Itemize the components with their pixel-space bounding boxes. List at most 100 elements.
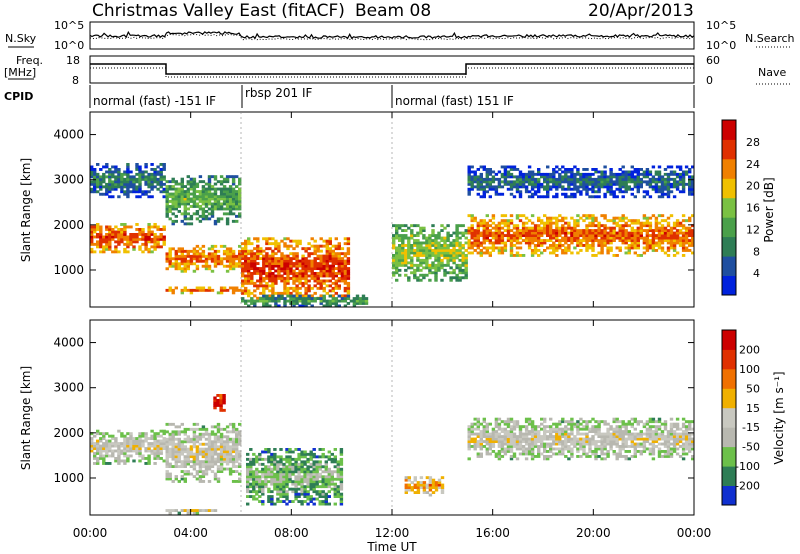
- heatmap-cell: [322, 244, 326, 248]
- heatmap-cell: [570, 195, 574, 199]
- heatmap-cell: [231, 200, 236, 203]
- heatmap-cell: [437, 486, 442, 489]
- heatmap-cell: [561, 244, 565, 247]
- heatmap-cell: [419, 231, 423, 235]
- heatmap-cell: [503, 432, 508, 436]
- heatmap-cell: [96, 163, 100, 166]
- heatmap-cell: [177, 440, 181, 444]
- heatmap-cell: [238, 202, 242, 206]
- heatmap-cell: [135, 237, 139, 241]
- heatmap-cell: [261, 490, 265, 494]
- heatmap-cell: [238, 442, 242, 446]
- heatmap-cell: [570, 226, 574, 230]
- heatmap-cell: [485, 185, 489, 189]
- heatmap-cell: [261, 480, 265, 484]
- heatmap-cell: [126, 185, 130, 189]
- heatmap-cell: [129, 170, 133, 174]
- heatmap-cell: [253, 264, 257, 268]
- heatmap-cell: [286, 247, 290, 251]
- heatmap-cell: [533, 249, 538, 252]
- heatmap-cell: [186, 440, 190, 444]
- heatmap-cell: [410, 229, 414, 232]
- heatmap-cell: [135, 223, 139, 226]
- heatmap-cell: [198, 450, 203, 454]
- heatmap-cell: [315, 477, 319, 481]
- heatmap-cell: [567, 170, 571, 174]
- heatmap-cell: [96, 240, 100, 244]
- heatmap-cell: [675, 219, 680, 223]
- heatmap-cell: [449, 276, 453, 280]
- heatmap-cell: [588, 221, 592, 225]
- heatmap-cell: [425, 256, 429, 260]
- heatmap-cell: [292, 304, 296, 308]
- heatmap-cell: [126, 168, 130, 171]
- heatmap-cell: [543, 417, 547, 421]
- heatmap-cell: [500, 430, 505, 433]
- heatmap-cell: [303, 460, 307, 464]
- heatmap-cell: [567, 195, 571, 199]
- heatmap-cell: [312, 497, 316, 501]
- heatmap-cell: [153, 434, 157, 438]
- heatmap-cell: [210, 470, 215, 473]
- power-ylabel: Slant Range [km]: [19, 158, 33, 262]
- heatmap-cell: [530, 427, 535, 431]
- heatmap-cell: [434, 488, 439, 492]
- heatmap-cell: [476, 175, 480, 179]
- heatmap-cell: [244, 252, 248, 256]
- heatmap-cell: [195, 470, 200, 473]
- heatmap-cell: [533, 435, 538, 438]
- heatmap-cell: [171, 205, 175, 208]
- heatmap-cell: [204, 205, 209, 208]
- heatmap-cell: [117, 442, 121, 445]
- heatmap-cell: [201, 455, 206, 459]
- heatmap-cell: [546, 216, 550, 220]
- heatmap-cell: [252, 470, 256, 474]
- heatmap-cell: [165, 207, 169, 211]
- heatmap-cell: [527, 246, 532, 250]
- heatmap-cell: [675, 236, 680, 240]
- heatmap-cell: [506, 422, 511, 426]
- heatmap-cell: [262, 286, 266, 290]
- heatmap-cell: [105, 190, 109, 194]
- heatmap-cell: [307, 274, 311, 278]
- heatmap-cell: [627, 244, 631, 247]
- heatmap-cell: [688, 241, 692, 245]
- heatmap-cell: [558, 234, 562, 237]
- heatmap-cell: [443, 254, 447, 257]
- heatmap-cell: [129, 237, 133, 241]
- heatmap-cell: [304, 304, 308, 308]
- heatmap-cell: [129, 177, 133, 181]
- heatmap-cell: [153, 168, 157, 171]
- heatmap-cell: [267, 480, 271, 484]
- heatmap-cell: [404, 268, 408, 272]
- heatmap-cell: [585, 244, 589, 247]
- heatmap-cell: [291, 472, 295, 476]
- heatmap-cell: [488, 254, 492, 257]
- heatmap-cell: [606, 175, 610, 179]
- heatmap-cell: [470, 234, 474, 237]
- heatmap-cell: [467, 442, 471, 446]
- heatmap-cell: [288, 457, 292, 461]
- heatmap-cell: [247, 259, 251, 263]
- heatmap-cell: [207, 195, 212, 198]
- heatmap-cell: [582, 234, 586, 237]
- heatmap-cell: [292, 252, 296, 256]
- heatmap-cell: [603, 165, 607, 169]
- heatmap-cell: [669, 244, 674, 247]
- heatmap-cell: [582, 239, 586, 242]
- heatmap-cell: [606, 219, 610, 223]
- heatmap-cell: [458, 251, 462, 255]
- heatmap-cell: [204, 264, 209, 268]
- heatmap-cell: [228, 447, 233, 451]
- heatmap-cell: [246, 485, 250, 489]
- heatmap-cell: [316, 249, 320, 253]
- heatmap-cell: [201, 425, 206, 429]
- heatmap-cell: [111, 165, 115, 169]
- heatmap-cell: [585, 172, 589, 176]
- heatmap-cell: [422, 261, 426, 265]
- heatmap-cell: [500, 180, 505, 184]
- heatmap-cell: [470, 437, 474, 441]
- heatmap-cell: [189, 445, 194, 449]
- heatmap-cell: [467, 430, 471, 433]
- heatmap-cell: [274, 242, 278, 246]
